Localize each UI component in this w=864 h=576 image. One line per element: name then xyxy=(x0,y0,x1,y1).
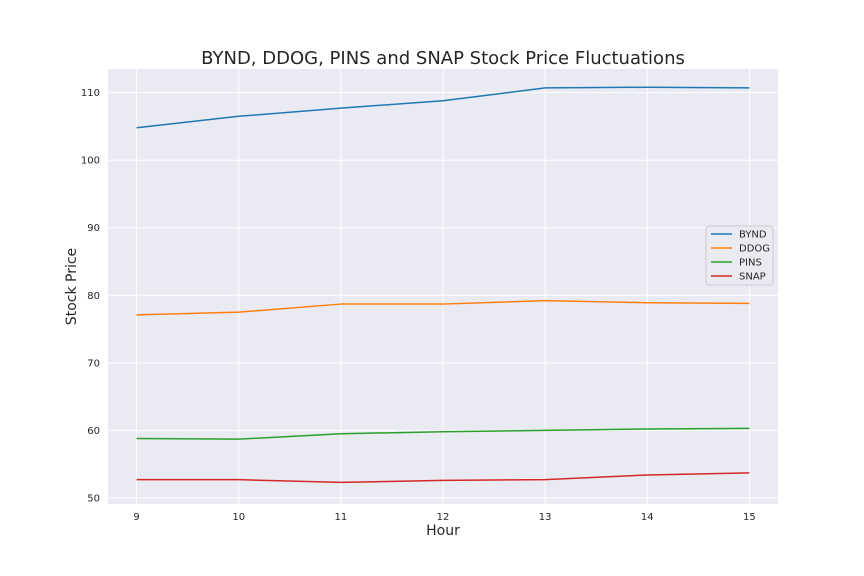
series-line-snap xyxy=(136,472,750,484)
y-tick-label: 100 xyxy=(81,156,100,167)
legend-label-snap: SNAP xyxy=(739,272,766,283)
series-lines xyxy=(136,86,750,484)
x-tick-label: 11 xyxy=(334,512,347,523)
y-tick-label: 50 xyxy=(87,493,100,504)
legend-label-pins: PINS xyxy=(739,258,762,269)
y-axis-ticks: 50 60 70 80 90 100 110 xyxy=(81,88,100,504)
x-axis-ticks: 9 10 11 12 13 14 15 xyxy=(133,512,755,523)
y-tick-label: 60 xyxy=(87,426,100,437)
y-tick-label: 90 xyxy=(87,223,100,234)
legend: BYND DDOG PINS SNAP xyxy=(705,225,774,286)
series-line-bynd xyxy=(136,86,750,129)
series-line-pins xyxy=(136,427,750,440)
legend-label-ddog: DDOG xyxy=(739,244,770,255)
y-axis-label: Stock Price xyxy=(64,248,80,325)
x-axis-label: Hour xyxy=(426,523,460,539)
y-tick-label: 80 xyxy=(87,291,100,302)
series-line-ddog xyxy=(136,299,750,316)
x-tick-label: 14 xyxy=(641,512,654,523)
x-tick-label: 15 xyxy=(743,512,756,523)
x-tick-label: 9 xyxy=(133,512,139,523)
x-tick-label: 12 xyxy=(437,512,450,523)
chart-title: BYND, DDOG, PINS and SNAP Stock Price Fl… xyxy=(201,48,685,69)
y-tick-label: 70 xyxy=(87,358,100,369)
legend-box xyxy=(705,225,774,286)
legend-label-bynd: BYND xyxy=(739,230,767,241)
y-tick-label: 110 xyxy=(81,88,100,99)
grid-lines xyxy=(108,69,778,504)
x-tick-label: 10 xyxy=(232,512,245,523)
x-tick-label: 13 xyxy=(539,512,552,523)
